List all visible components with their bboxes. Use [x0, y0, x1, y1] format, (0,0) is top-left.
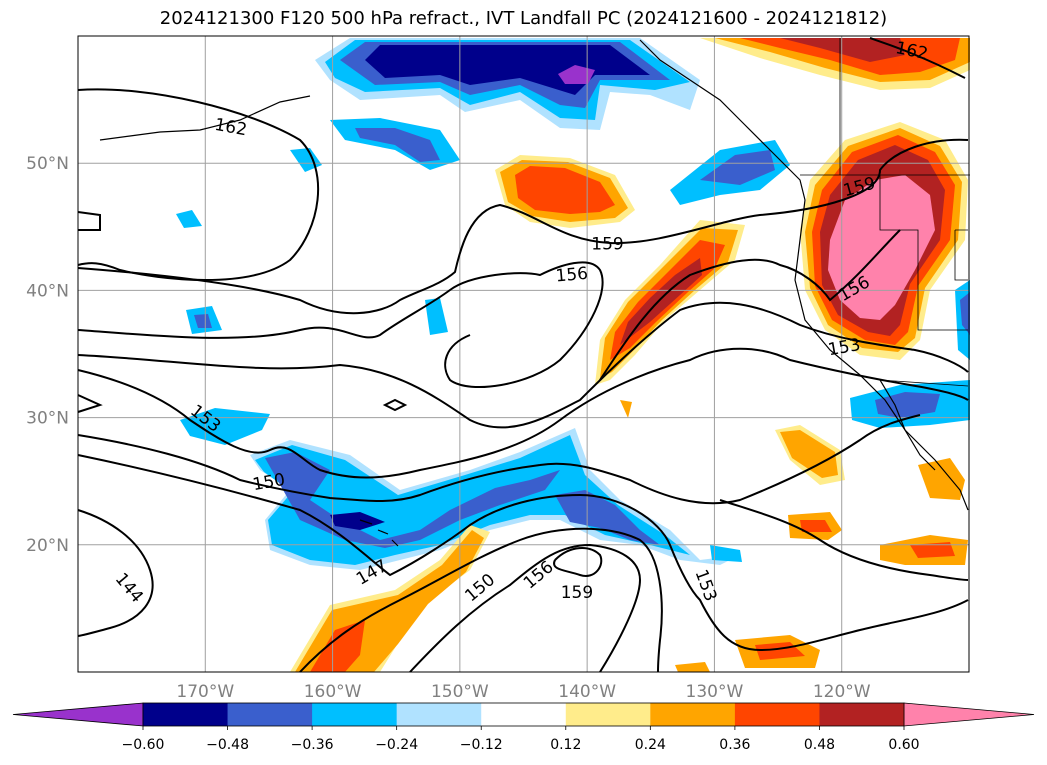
contour-159-main [77, 138, 969, 315]
neg-anomaly-small-2 [176, 210, 202, 228]
colorbar-tick-label: 0.48 [804, 737, 835, 753]
colorbar-swatch [312, 703, 398, 726]
contour-label: 150 [461, 570, 499, 606]
contour-153-west [77, 394, 103, 413]
colorbar [12, 702, 1035, 730]
contour-label: 162 [213, 115, 248, 140]
coastline-baja [879, 379, 936, 471]
contour-150-south [299, 527, 663, 673]
colorbar-swatch [650, 703, 736, 726]
pos-anomaly-baja-3-core [800, 520, 832, 532]
colorbar-extend-low [12, 702, 144, 727]
lat-tick-label: 40°N [26, 281, 69, 301]
colorbar-swatch [565, 703, 651, 726]
pos-anomaly-pnw-core [828, 175, 935, 320]
contour-159-south [553, 547, 603, 577]
contour-label: 159 [561, 583, 593, 603]
pos-anomaly-baja-2 [918, 458, 965, 500]
contour-label: 153 [827, 335, 862, 360]
colorbar-tick-label: 0.60 [888, 737, 919, 753]
colorbar-swatch [819, 703, 905, 726]
pos-anomaly-nw-canada-4 [780, 38, 905, 62]
pos-anomaly-mid-pacific-3 [515, 166, 615, 214]
colorbar-tick-label: −0.24 [375, 737, 418, 753]
contour-153-loop [77, 347, 969, 479]
colorbar-tick-label: 0.24 [635, 737, 666, 753]
map-frame [77, 35, 970, 673]
coastline-hawaii [359, 519, 399, 547]
longitude-tick-labels: 170°W 160°W 150°W 140°W 130°W 120°W [176, 682, 870, 702]
neg-anomaly-far-east-core [960, 292, 970, 335]
pos-anomaly-small-a [620, 400, 632, 418]
contour-159-north [77, 211, 101, 231]
colorbar-tick-label: −0.12 [460, 737, 503, 753]
colorbar-swatch [143, 703, 229, 726]
contour-144 [77, 509, 154, 637]
colorbar-tick-label: 0.36 [719, 737, 750, 753]
colorbar-extend-high [903, 702, 1035, 727]
colorbar-swatch [227, 703, 313, 726]
neg-anomaly-small-4 [425, 298, 448, 335]
lon-tick-label: 160°W [304, 682, 362, 702]
colorbar-tick-label: 0.12 [550, 737, 581, 753]
gridlines [78, 36, 969, 672]
colorbar-tick-labels: −0.60 −0.48 −0.36 −0.24 −0.12 0.12 0.24 0.36 0.4… [122, 737, 920, 753]
pos-anomaly-baja-4-core [910, 542, 955, 558]
contour-label: 150 [251, 470, 286, 495]
lon-tick-label: 170°W [176, 682, 234, 702]
contour-153-south-east [719, 499, 969, 581]
pos-anomaly-southwest-tail-3 [310, 620, 365, 672]
neg-anomaly-gulf-alaska-5 [558, 65, 595, 84]
contour-150 [77, 414, 921, 505]
neg-anomaly-small-5 [710, 545, 742, 562]
colorbar-outline [142, 702, 905, 727]
neg-anomaly-subtropical-core-2 [555, 490, 660, 545]
refractivity-contours [77, 37, 969, 673]
contour-162-east [869, 37, 966, 79]
lat-tick-label: 30°N [26, 409, 69, 429]
pos-anomaly-nw-canada-3 [740, 38, 960, 75]
colorbar-tick-label: −0.36 [291, 737, 334, 753]
map-title: 2024121300 F120 500 hPa refract., IVT La… [159, 8, 888, 29]
lon-tick-label: 150°W [431, 682, 489, 702]
lon-tick-label: 140°W [558, 682, 616, 702]
coastline-aleutian [99, 95, 311, 141]
contour-label: 156 [520, 557, 558, 593]
colorbar-tick-label: −0.60 [122, 737, 165, 753]
latitude-tick-labels: 20°N 30°N 40°N 50°N [26, 154, 69, 556]
lon-tick-label: 130°W [686, 682, 744, 702]
contour-label: 159 [591, 235, 623, 255]
neg-anomaly-aleutian-core [355, 128, 440, 162]
colorbar-swatch [481, 703, 567, 726]
contour-label: 153 [691, 567, 721, 604]
state-borders [800, 38, 970, 387]
lon-tick-label: 120°W [813, 682, 871, 702]
contour-loop-small [382, 398, 408, 412]
contour-162-west [77, 88, 320, 281]
neg-anomaly-bc-coast-core [700, 150, 775, 185]
contour-label: 144 [111, 569, 147, 607]
pos-anomaly-baja-1-core [780, 430, 838, 478]
neg-anomaly-small-1 [290, 148, 322, 172]
coastline [99, 39, 969, 547]
neg-anomaly-subtropical-darkest [330, 512, 385, 530]
neg-anomaly-small-3-core [194, 314, 212, 328]
lat-tick-label: 50°N [26, 154, 69, 174]
contour-156-east [77, 261, 604, 389]
pos-anomaly-small-b [675, 662, 710, 672]
colorbar-swatch [734, 703, 820, 726]
colorbar-tick-label: −0.48 [206, 737, 249, 753]
lat-tick-label: 20°N [26, 536, 69, 556]
contour-156-south [409, 543, 642, 673]
border-states [839, 38, 969, 387]
contour-153 [77, 301, 969, 429]
colorbar-swatch [396, 703, 482, 726]
contour-156-inner [599, 229, 901, 381]
contour-147 [77, 454, 969, 652]
contour-label: 156 [555, 264, 589, 287]
